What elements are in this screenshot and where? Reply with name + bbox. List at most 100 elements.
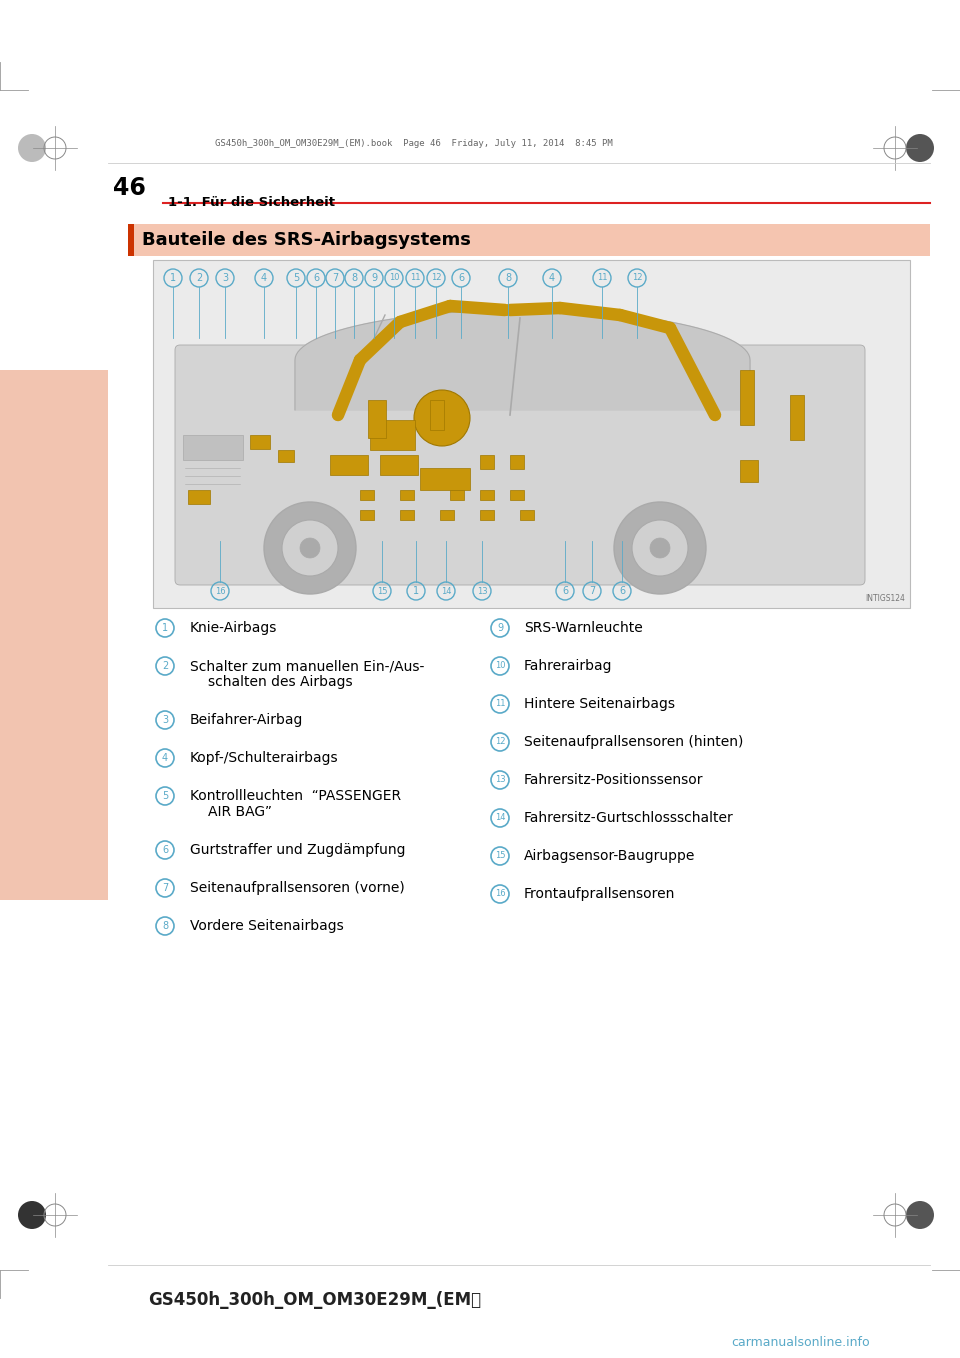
Circle shape [282, 520, 338, 576]
Text: 6: 6 [619, 587, 625, 596]
Text: 2: 2 [162, 661, 168, 671]
Text: 3: 3 [162, 716, 168, 725]
Text: Seitenaufprallsensoren (hinten): Seitenaufprallsensoren (hinten) [524, 735, 743, 750]
Polygon shape [295, 310, 750, 410]
Bar [380, 455, 418, 475]
Bar [480, 490, 494, 500]
Text: 10: 10 [389, 273, 399, 282]
Circle shape [18, 1200, 46, 1229]
Bar [400, 490, 414, 500]
Text: 7: 7 [588, 587, 595, 596]
Bar [360, 511, 374, 520]
Text: 4: 4 [261, 273, 267, 282]
Text: 7: 7 [332, 273, 338, 282]
Circle shape [614, 502, 706, 593]
Text: Seitenaufprallsensoren (vorne): Seitenaufprallsensoren (vorne) [190, 881, 405, 895]
Bar [480, 455, 494, 469]
Text: 16: 16 [215, 587, 226, 596]
Text: Knie-Airbags: Knie-Airbags [190, 621, 277, 636]
Bar [740, 369, 754, 425]
Circle shape [632, 520, 688, 576]
Bar [0, 369, 108, 900]
Bar [510, 490, 524, 500]
Text: 6: 6 [458, 273, 464, 282]
Text: Fahrersitz-Positionssensor: Fahrersitz-Positionssensor [524, 773, 704, 788]
Text: 6: 6 [313, 273, 319, 282]
Bar [520, 511, 534, 520]
Text: 6: 6 [562, 587, 568, 596]
Text: Beifahrer-Airbag: Beifahrer-Airbag [190, 713, 303, 727]
Circle shape [300, 538, 320, 558]
Text: 1: 1 [162, 623, 168, 633]
Text: 5: 5 [293, 273, 300, 282]
Bar [153, 259, 910, 608]
Circle shape [414, 390, 470, 445]
Bar [790, 395, 804, 440]
Text: 8: 8 [351, 273, 357, 282]
Text: 8: 8 [505, 273, 511, 282]
Text: 46: 46 [113, 177, 146, 200]
Text: GS450h_300h_OM_OM30E29M_(EM).book  Page 46  Friday, July 11, 2014  8:45 PM: GS450h_300h_OM_OM30E29M_(EM).book Page 4… [215, 139, 612, 148]
Text: 1-1. Für die Sicherheit: 1-1. Für die Sicherheit [168, 196, 335, 209]
Bar [368, 401, 386, 439]
Text: 10: 10 [494, 661, 505, 671]
Text: 14: 14 [441, 587, 451, 596]
Bar [510, 455, 524, 469]
Text: carmanualsonline.info: carmanualsonline.info [732, 1336, 870, 1350]
Text: GS450h_300h_OM_OM30E29M_(EM）: GS450h_300h_OM_OM30E29M_(EM） [148, 1291, 481, 1309]
Text: Fahrerairbag: Fahrerairbag [524, 659, 612, 674]
Bar [330, 455, 368, 475]
Bar [420, 469, 470, 490]
Text: Bauteile des SRS-Airbagsystems: Bauteile des SRS-Airbagsystems [142, 231, 470, 249]
Text: Kontrollleuchten  “PASSENGER: Kontrollleuchten “PASSENGER [190, 789, 401, 803]
Text: 11: 11 [494, 699, 505, 709]
Text: AIR BAG”: AIR BAG” [208, 805, 272, 819]
Text: 16: 16 [494, 889, 505, 899]
Bar [480, 511, 494, 520]
Text: 5: 5 [162, 790, 168, 801]
Bar [128, 224, 134, 257]
Text: schalten des Airbags: schalten des Airbags [208, 675, 352, 689]
Bar [188, 490, 210, 504]
Text: 9: 9 [371, 273, 377, 282]
Text: 12: 12 [632, 273, 642, 282]
Text: Airbagsensor-Baugruppe: Airbagsensor-Baugruppe [524, 849, 695, 862]
Bar [400, 511, 414, 520]
Bar [740, 460, 758, 482]
Text: 12: 12 [494, 737, 505, 747]
Text: Fahrersitz-Gurtschlossschalter: Fahrersitz-Gurtschlossschalter [524, 811, 733, 826]
Text: Kopf-/Schulterairbags: Kopf-/Schulterairbags [190, 751, 339, 765]
Bar [128, 224, 930, 257]
Text: 3: 3 [222, 273, 228, 282]
Circle shape [906, 134, 934, 162]
Text: SRS-Warnleuchte: SRS-Warnleuchte [524, 621, 643, 636]
Bar [450, 490, 464, 500]
Text: 1: 1 [170, 273, 176, 282]
Text: Schalter zum manuellen Ein-/Aus-: Schalter zum manuellen Ein-/Aus- [190, 659, 424, 674]
Text: 4: 4 [549, 273, 555, 282]
Text: 1: 1 [413, 587, 420, 596]
Text: Vordere Seitenairbags: Vordere Seitenairbags [190, 919, 344, 933]
Text: 2: 2 [196, 273, 203, 282]
Text: 13: 13 [494, 775, 505, 785]
Text: 4: 4 [162, 752, 168, 763]
FancyBboxPatch shape [175, 345, 865, 585]
Text: 8: 8 [162, 921, 168, 932]
Text: 15: 15 [494, 851, 505, 861]
Text: 7: 7 [162, 883, 168, 894]
Text: Gurtstraffer und Zugdämpfung: Gurtstraffer und Zugdämpfung [190, 843, 405, 857]
Circle shape [650, 538, 670, 558]
Bar [278, 449, 294, 462]
Circle shape [18, 134, 46, 162]
Text: 13: 13 [477, 587, 488, 596]
Text: 9: 9 [497, 623, 503, 633]
Text: 12: 12 [431, 273, 442, 282]
Bar [370, 420, 415, 449]
Bar [183, 435, 243, 460]
Bar [360, 490, 374, 500]
Text: 14: 14 [494, 813, 505, 823]
Text: 15: 15 [376, 587, 387, 596]
Bar [430, 401, 444, 430]
Text: 11: 11 [410, 273, 420, 282]
Bar [440, 511, 454, 520]
